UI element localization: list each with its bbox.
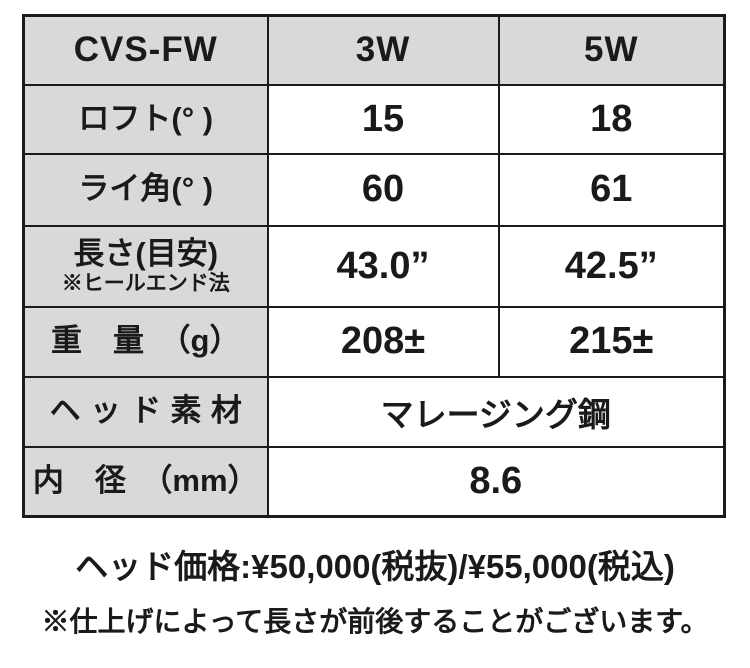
finish-note-text: ※仕上げによって長さが前後することがございます。 — [41, 606, 709, 637]
length-sublabel: ※ヒールエンド法 — [61, 271, 230, 295]
length-5w-value: 42.5” — [497, 224, 726, 308]
length-3w-value: 43.0” — [266, 224, 500, 308]
loft-5w-value: 18 — [497, 83, 726, 155]
header-5w-cell: 5W — [497, 14, 726, 86]
length-label: 長さ(目安) — [73, 236, 219, 272]
weight-5w-value: 215± — [497, 305, 726, 378]
bore-label-cell: 内 径 （mm） — [22, 445, 269, 518]
lie-3w-value: 60 — [266, 152, 500, 227]
lie-5w-value: 61 — [497, 152, 726, 227]
row-lie: ライ角(° ) 60 61 — [22, 152, 726, 227]
loft-3w-value: 15 — [266, 83, 500, 155]
material-value-cell: マレージング鋼 — [266, 375, 726, 448]
material-label-cell: ヘッド素材 — [22, 375, 269, 448]
row-length: 長さ(目安) ※ヒールエンド法 43.0” 42.5” — [22, 224, 726, 308]
row-loft: ロフト(° ) 15 18 — [22, 83, 726, 155]
row-material: ヘッド素材 マレージング鋼 — [22, 375, 726, 448]
row-bore: 内 径 （mm） 8.6 — [22, 445, 726, 518]
loft-label-cell: ロフト(° ) — [22, 83, 269, 155]
header-row: CVS-FW 3W 5W — [22, 14, 726, 86]
row-weight: 重 量 （g） 208± 215± — [22, 305, 726, 378]
lie-label-cell: ライ角(° ) — [22, 152, 269, 227]
header-3w-cell: 3W — [266, 14, 500, 86]
spec-table: CVS-FW 3W 5W ロフト(° ) 15 18 ライ角(° ) 60 61… — [22, 14, 726, 518]
weight-3w-value: 208± — [266, 305, 500, 378]
header-model-cell: CVS-FW — [22, 14, 269, 86]
bore-value-cell: 8.6 — [266, 445, 726, 518]
price-text: ヘッド価格:¥50,000(税抜)/¥55,000(税込) — [75, 548, 675, 585]
length-label-cell: 長さ(目安) ※ヒールエンド法 — [22, 224, 269, 308]
weight-label-cell: 重 量 （g） — [22, 305, 269, 378]
